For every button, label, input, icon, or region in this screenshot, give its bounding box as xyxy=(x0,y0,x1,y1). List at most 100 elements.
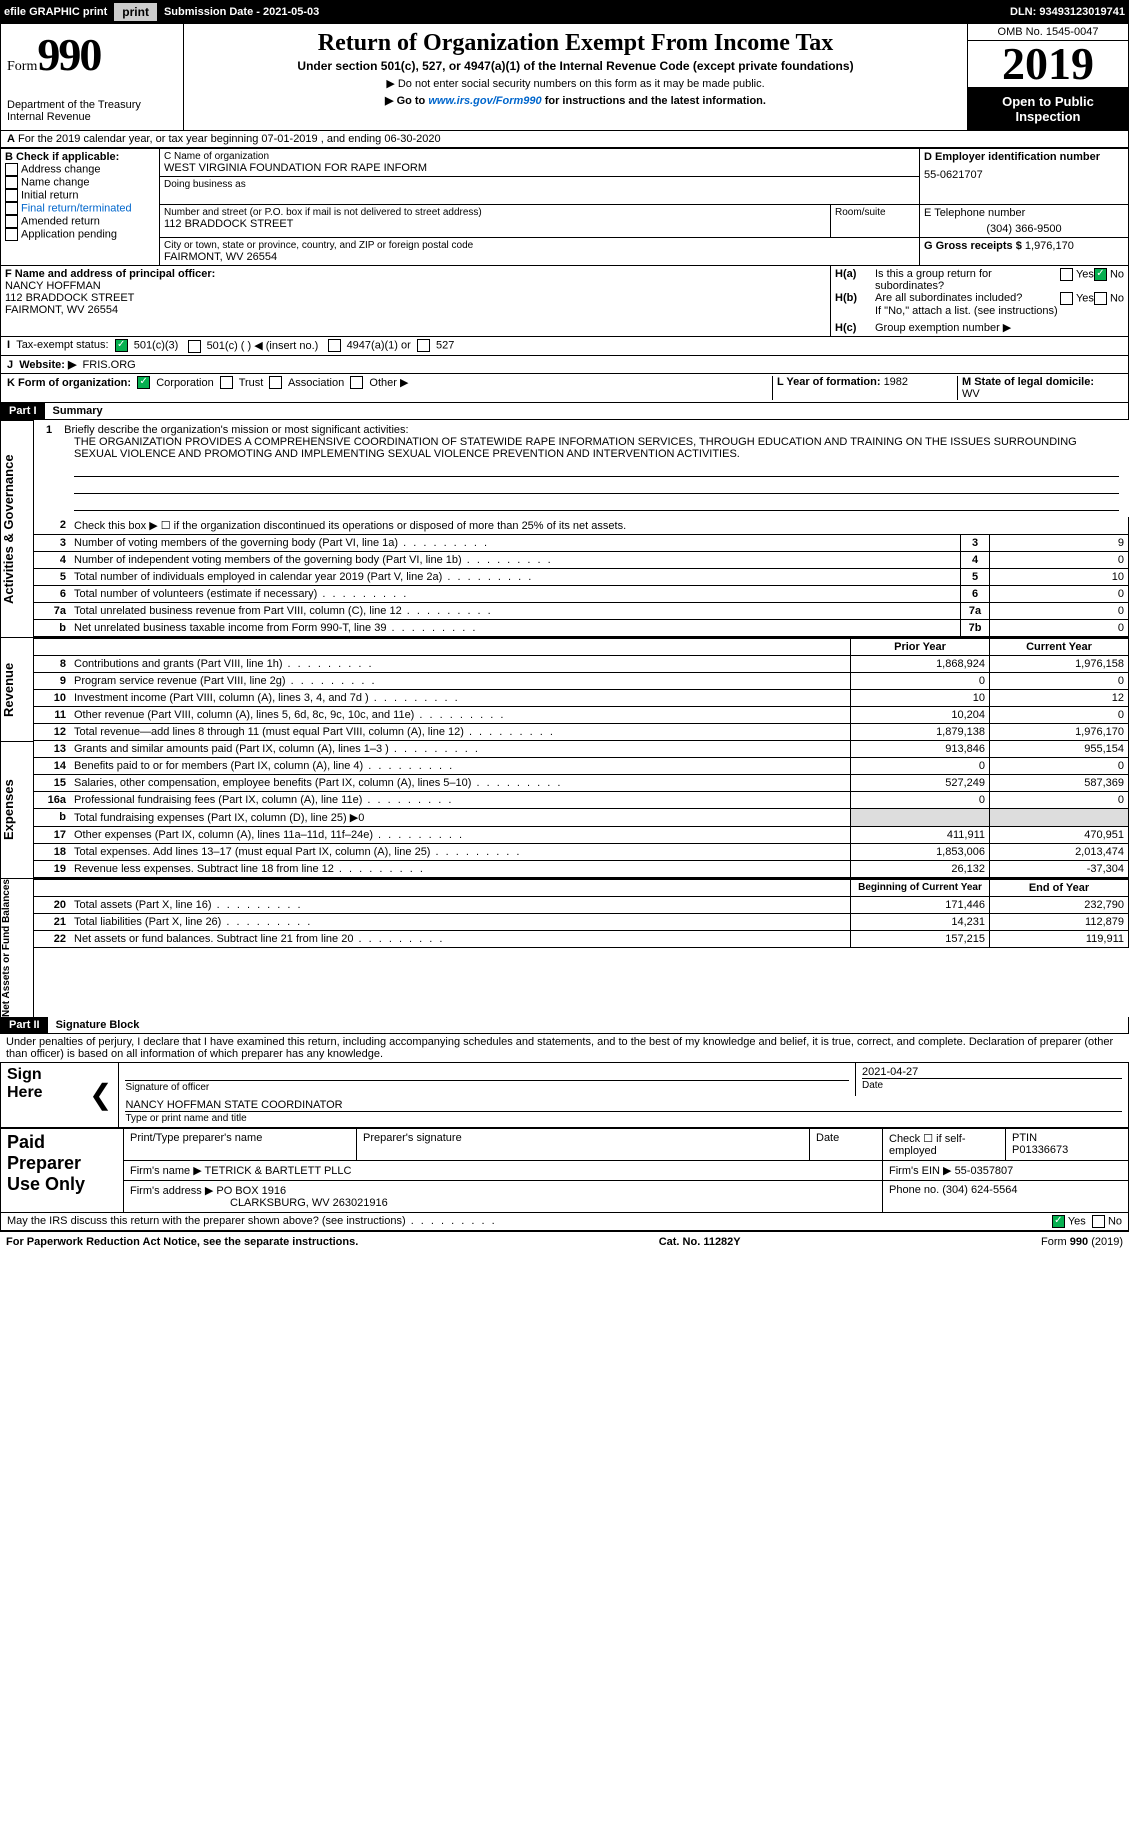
cb-final[interactable]: Final return/terminated xyxy=(5,202,155,215)
line-12: 12Total revenue—add lines 8 through 11 (… xyxy=(34,724,1129,741)
line-14: 14Benefits paid to or for members (Part … xyxy=(34,758,1129,775)
g-label: G Gross receipts $ xyxy=(924,240,1025,252)
firm-name: TETRICK & BARTLETT PLLC xyxy=(205,1165,352,1177)
form-990-logo: Form990 xyxy=(7,28,177,81)
line-6: 6Total number of volunteers (estimate if… xyxy=(34,586,1129,603)
form-header: Form990 Department of the Treasury Inter… xyxy=(0,24,1129,131)
cb-trust[interactable]: Trust xyxy=(220,377,264,389)
header-grid: B Check if applicable: Address change Na… xyxy=(0,148,1129,337)
f-label: F Name and address of principal officer: xyxy=(5,268,826,280)
part1-header: Part ISummary xyxy=(0,403,1129,420)
website: FRIS.ORG xyxy=(83,359,136,371)
sign-here: Sign Here xyxy=(1,1062,84,1127)
org-name: WEST VIRGINIA FOUNDATION FOR RAPE INFORM xyxy=(164,162,915,174)
dln-label: DLN: 93493123019741 xyxy=(1010,6,1125,18)
addr-label: Number and street (or P.O. box if mail i… xyxy=(164,207,826,218)
print-name-label: Type or print name and title xyxy=(125,1113,246,1124)
hb-no[interactable]: No xyxy=(1094,292,1124,305)
na-header-row: Beginning of Current YearEnd of Year xyxy=(34,878,1129,897)
cb-address[interactable]: Address change xyxy=(5,163,155,176)
cb-pending[interactable]: Application pending xyxy=(5,228,155,241)
sig-officer-label: Signature of officer xyxy=(125,1082,209,1093)
dba-label: Doing business as xyxy=(164,179,915,190)
cb-501c3[interactable]: 501(c)(3) xyxy=(115,339,179,353)
line-3: 3Number of voting members of the governi… xyxy=(34,535,1129,552)
officer-name: NANCY HOFFMAN xyxy=(5,280,826,292)
goto-note: ▶ Go to www.irs.gov/Form990 for instruct… xyxy=(188,94,963,107)
section-j: J Website: ▶ FRIS.ORG xyxy=(0,356,1129,374)
sign-bracket-icon: ❮ xyxy=(83,1062,119,1127)
side-governance: Activities & Governance xyxy=(0,420,34,637)
line-9: 9Program service revenue (Part VIII, lin… xyxy=(34,673,1129,690)
side-netassets: Net Assets or Fund Balances xyxy=(0,878,34,1017)
line-22: 22Net assets or fund balances. Subtract … xyxy=(34,931,1129,948)
cb-corp[interactable]: Corporation xyxy=(137,377,214,389)
ha-yes[interactable]: Yes xyxy=(1060,268,1094,292)
section-b-label: B Check if applicable: xyxy=(5,151,155,163)
form-title: Return of Organization Exempt From Incom… xyxy=(188,30,963,57)
public-inspection: Open to Public Inspection xyxy=(968,88,1128,130)
ha-no[interactable]: No xyxy=(1094,268,1124,292)
hb-label: Are all subordinates included? xyxy=(875,292,1060,305)
discuss-no[interactable]: No xyxy=(1092,1215,1122,1228)
side-revenue: Revenue xyxy=(0,637,34,741)
prep-sig-label: Preparer's signature xyxy=(357,1128,810,1160)
ptin: P01336673 xyxy=(1012,1144,1068,1156)
gross-receipts: 1,976,170 xyxy=(1025,240,1074,252)
efile-label: efile GRAPHIC print xyxy=(4,6,107,18)
officer-city: FAIRMONT, WV 26554 xyxy=(5,304,826,316)
ein: 55-0621707 xyxy=(924,169,1124,181)
room-label: Room/suite xyxy=(835,207,915,218)
sig-date-label: Date xyxy=(862,1080,883,1091)
line-20: 20Total assets (Part X, line 16)171,4462… xyxy=(34,897,1129,914)
page-footer: For Paperwork Reduction Act Notice, see … xyxy=(0,1231,1129,1252)
ptin-label: PTIN xyxy=(1012,1132,1037,1144)
cb-amended[interactable]: Amended return xyxy=(5,215,155,228)
discuss-row: May the IRS discuss this return with the… xyxy=(0,1213,1129,1231)
line-7a: 7aTotal unrelated business revenue from … xyxy=(34,603,1129,620)
line-18: 18Total expenses. Add lines 13–17 (must … xyxy=(34,844,1129,861)
cb-527[interactable]: 527 xyxy=(417,339,454,353)
cb-other[interactable]: Other ▶ xyxy=(350,377,408,389)
dept-treasury: Department of the Treasury Internal Reve… xyxy=(7,99,177,123)
cb-initial[interactable]: Initial return xyxy=(5,189,155,202)
firm-addr-label: Firm's address ▶ xyxy=(130,1185,213,1197)
cb-assoc[interactable]: Association xyxy=(269,377,344,389)
firm-phone-label: Phone no. xyxy=(889,1184,942,1196)
preparer-table: Paid Preparer Use Only Print/Type prepar… xyxy=(0,1128,1129,1213)
line-2: 2Check this box ▶ ☐ if the organization … xyxy=(34,517,1129,535)
firm-phone: (304) 624-5564 xyxy=(942,1184,1017,1196)
line-10: 10Investment income (Part VIII, column (… xyxy=(34,690,1129,707)
irs-link[interactable]: www.irs.gov/Form990 xyxy=(428,95,541,107)
print-button[interactable]: print xyxy=(113,2,158,22)
section-a: A For the 2019 calendar year, or tax yea… xyxy=(0,131,1129,148)
line-21: 21Total liabilities (Part X, line 26)14,… xyxy=(34,914,1129,931)
hb-yes[interactable]: Yes xyxy=(1060,292,1094,305)
line-4: 4Number of independent voting members of… xyxy=(34,552,1129,569)
line-8: 8Contributions and grants (Part VIII, li… xyxy=(34,656,1129,673)
ssn-note: ▶ Do not enter social security numbers o… xyxy=(188,77,963,90)
street-addr: 112 BRADDOCK STREET xyxy=(164,218,826,230)
side-expenses: Expenses xyxy=(0,741,34,878)
firm-addr: PO BOX 1916 xyxy=(216,1185,286,1197)
officer-print-name: NANCY HOFFMAN STATE COORDINATOR xyxy=(125,1099,1122,1112)
d-label: D Employer identification number xyxy=(924,151,1124,163)
line-11: 11Other revenue (Part VIII, column (A), … xyxy=(34,707,1129,724)
cb-name[interactable]: Name change xyxy=(5,176,155,189)
rev-header-row: Prior YearCurrent Year xyxy=(34,637,1129,656)
line-5: 5Total number of individuals employed in… xyxy=(34,569,1129,586)
cb-501c[interactable]: 501(c) ( ) ◀ (insert no.) xyxy=(188,339,319,353)
cb-4947[interactable]: 4947(a)(1) or xyxy=(328,339,411,353)
mission-block: 1Briefly describe the organization's mis… xyxy=(34,420,1129,517)
sign-table: Sign Here ❮ Signature of officer 2021-04… xyxy=(0,1062,1129,1128)
hc-label: Group exemption number ▶ xyxy=(875,322,1011,334)
perjury-text: Under penalties of perjury, I declare th… xyxy=(0,1034,1129,1062)
subdate-label: Submission Date - 2021-05-03 xyxy=(164,6,319,18)
firm-ein: 55-0357807 xyxy=(955,1165,1014,1177)
form-subtitle: Under section 501(c), 527, or 4947(a)(1)… xyxy=(188,59,963,73)
prep-self-emp[interactable]: Check ☐ if self-employed xyxy=(883,1128,1006,1160)
section-k-l-m: K Form of organization: Corporation Trus… xyxy=(0,374,1129,403)
paid-preparer-label: Paid Preparer Use Only xyxy=(1,1128,124,1212)
discuss-yes[interactable]: Yes xyxy=(1052,1215,1086,1228)
firm-addr2: CLARKSBURG, WV 263021916 xyxy=(230,1197,388,1209)
